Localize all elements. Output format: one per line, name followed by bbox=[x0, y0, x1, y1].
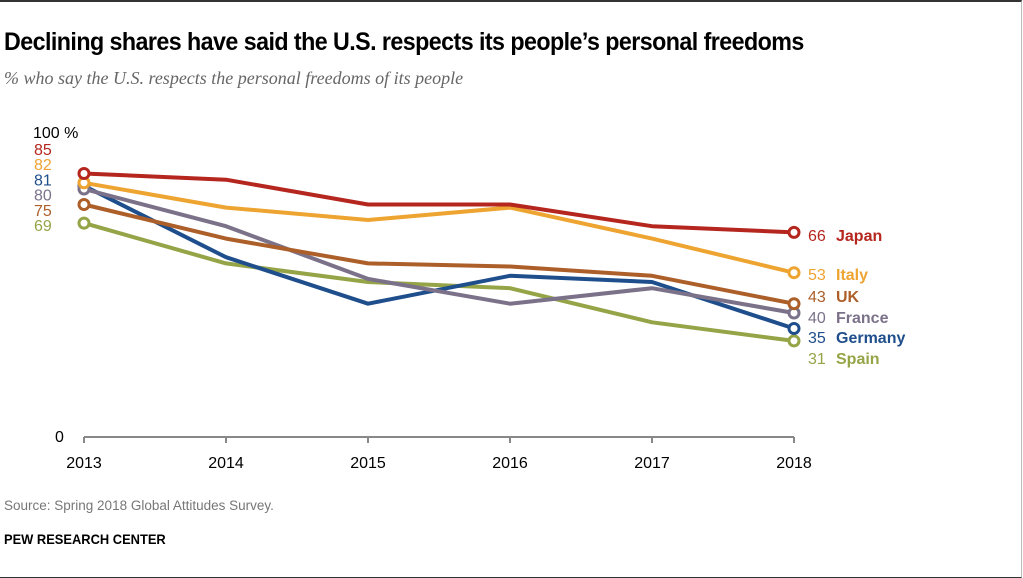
point-marker-germany bbox=[787, 322, 801, 335]
y-tick-label-0: 0 bbox=[55, 429, 64, 446]
point-marker-italy bbox=[787, 266, 801, 280]
point-marker-uk bbox=[77, 198, 91, 211]
brand-label: PEW RESEARCH CENTER bbox=[4, 531, 166, 547]
point-marker-japan bbox=[77, 167, 91, 180]
end-value-label: 53 bbox=[808, 267, 826, 284]
y-tick-label-100: 100 % bbox=[33, 125, 78, 142]
x-tick-label: 2017 bbox=[634, 455, 670, 472]
series-line-italy bbox=[82, 180, 796, 275]
source-note: Source: Spring 2018 Global Attitudes Sur… bbox=[4, 498, 274, 513]
series-line-france bbox=[82, 187, 796, 315]
series-name-label: UK bbox=[836, 289, 860, 306]
x-tick-label: 2014 bbox=[208, 455, 244, 472]
point-marker-japan bbox=[787, 225, 801, 239]
series-name-label: Italy bbox=[836, 267, 868, 284]
start-value-label: 69 bbox=[34, 218, 52, 235]
series-name-label: France bbox=[836, 310, 889, 327]
point-marker-uk bbox=[787, 297, 801, 311]
end-value-label: 40 bbox=[808, 310, 826, 327]
chart-title: Declining shares have said the U.S. resp… bbox=[4, 28, 804, 56]
x-tick-label: 2016 bbox=[492, 455, 528, 472]
x-tick-label: 2015 bbox=[350, 455, 386, 472]
start-value-label: 80 bbox=[34, 188, 52, 205]
series-name-label: Spain bbox=[836, 351, 880, 368]
start-value-label: 82 bbox=[34, 157, 52, 174]
chart-subtitle: % who say the U.S. respects the personal… bbox=[4, 68, 464, 88]
series-name-label: Japan bbox=[836, 228, 882, 245]
point-marker-spain bbox=[77, 216, 91, 230]
start-value-label: 75 bbox=[34, 203, 52, 220]
end-value-label: 35 bbox=[808, 330, 826, 347]
start-value-label: 81 bbox=[34, 172, 52, 189]
end-value-label: 66 bbox=[808, 228, 826, 245]
series-lines bbox=[77, 167, 801, 348]
series-line-uk bbox=[82, 202, 796, 306]
point-marker-spain bbox=[787, 334, 801, 348]
series-line-spain bbox=[82, 221, 796, 343]
x-tick-label: 2018 bbox=[776, 455, 812, 472]
series-line-germany bbox=[82, 183, 796, 331]
end-value-label: 31 bbox=[808, 351, 826, 368]
series-name-label: Germany bbox=[836, 330, 905, 347]
start-value-label: 85 bbox=[34, 142, 52, 159]
end-value-label: 43 bbox=[808, 289, 826, 306]
x-tick-label: 2013 bbox=[66, 455, 102, 472]
series-line-japan bbox=[82, 171, 796, 235]
x-axis: 2013 2014 2015 2016 2017 2018 0 100 % bbox=[33, 125, 812, 472]
